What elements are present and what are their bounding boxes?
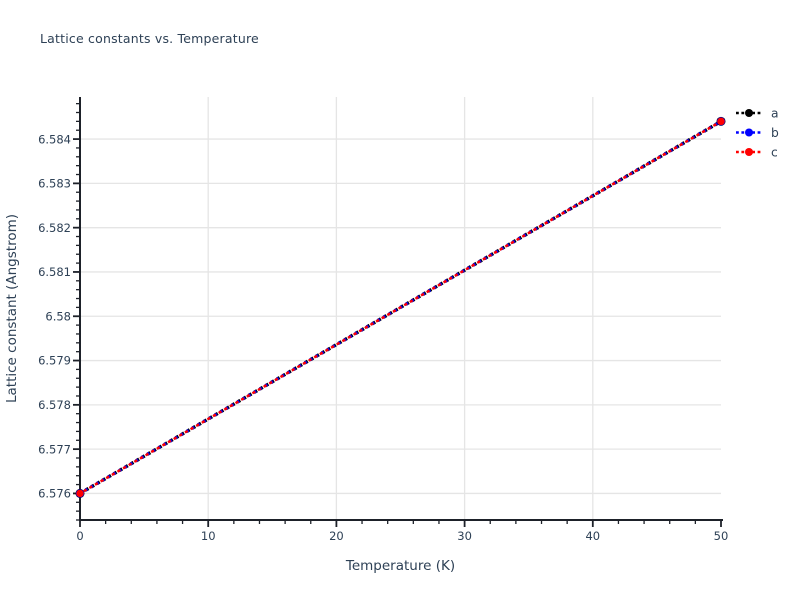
y-tick-label: 6.582 (38, 221, 71, 235)
y-tick-label: 6.581 (38, 265, 71, 279)
y-tick-label: 6.576 (38, 487, 71, 501)
legend-label: a (771, 106, 779, 120)
series-line-c (79, 120, 722, 495)
x-tick-label: 30 (457, 529, 472, 543)
legend-item-c: c (736, 145, 778, 159)
legend-item-b: b (736, 126, 779, 140)
y-tick-label: 6.579 (38, 354, 71, 368)
series-marker-c (76, 489, 84, 498)
chart-title: Lattice constants vs. Temperature (40, 31, 259, 46)
series-marker-c (717, 117, 725, 126)
legend-marker (745, 128, 753, 137)
legend-label: b (771, 126, 779, 140)
x-axis-label: Temperature (K) (345, 558, 455, 574)
legend-label: c (771, 145, 778, 159)
y-tick-label: 6.577 (38, 442, 71, 456)
legend-marker (745, 148, 753, 156)
x-tick-label: 0 (76, 529, 83, 543)
x-tick-label: 50 (714, 529, 729, 543)
y-tick-label: 6.583 (38, 177, 71, 191)
y-tick-label: 6.584 (38, 132, 71, 146)
legend-item-a: a (736, 106, 779, 120)
x-tick-label: 10 (201, 529, 216, 543)
legend: abc (736, 106, 779, 159)
y-tick-label: 6.578 (38, 398, 71, 412)
y-tick-label: 6.58 (45, 309, 71, 323)
y-axis-label: Lattice constant (Angstrom) (4, 214, 20, 403)
x-tick-label: 20 (329, 529, 344, 543)
x-tick-label: 40 (585, 529, 600, 543)
legend-marker (745, 109, 753, 117)
